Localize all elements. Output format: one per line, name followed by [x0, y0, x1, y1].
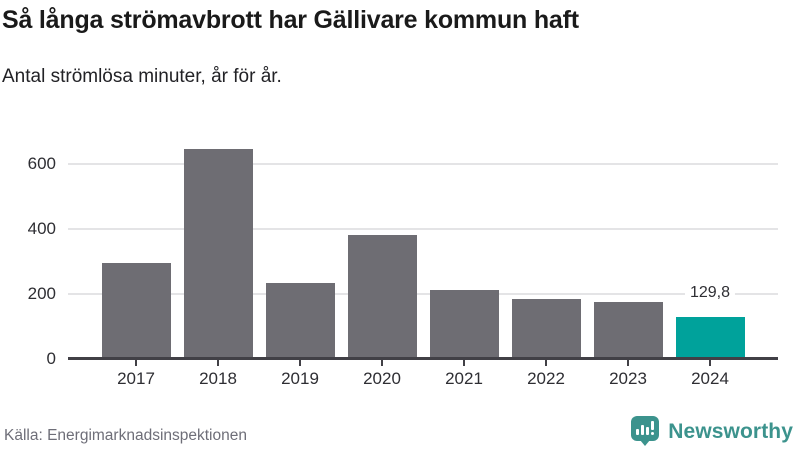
x-axis-tick [463, 360, 465, 366]
gridline-200 [68, 293, 778, 295]
x-axis-tick-label: 2023 [609, 369, 647, 388]
x-axis-tick [545, 360, 547, 366]
bar-2019 [265, 283, 335, 359]
logo-exclamation [651, 421, 655, 430]
brand-name: Newsworthy [668, 420, 793, 443]
x-axis-tick [217, 360, 219, 366]
gridline-400 [68, 228, 778, 230]
logo-bubble [631, 416, 660, 441]
chart-subtitle: Antal strömlösa minuter, år för år. [2, 66, 282, 87]
bar-2018 [183, 149, 253, 359]
x-axis-tick-label: 2018 [199, 369, 237, 388]
logo-exclamation-dot [651, 432, 655, 435]
x-axis-tick-label: 2022 [527, 369, 565, 388]
bar-2017 [101, 263, 171, 359]
bar-2020 [347, 234, 417, 359]
bar-2021 [429, 289, 499, 359]
chart-title: Så långa strömavbrott har Gällivare komm… [2, 6, 579, 34]
x-axis-tick-label: 2024 [691, 369, 729, 388]
y-axis-tick-label: 0 [46, 349, 56, 368]
x-axis-tick-label: 2019 [281, 369, 319, 388]
bar-2022 [511, 299, 581, 359]
x-axis-tick [381, 360, 383, 366]
x-axis-tick [627, 360, 629, 366]
y-axis-tick-label: 400 [27, 219, 56, 238]
x-axis-tick-label: 2021 [445, 369, 483, 388]
x-axis-tick [709, 360, 711, 366]
y-axis-tick-label: 200 [27, 284, 56, 303]
bar-chart-speech-bubble-icon [631, 416, 660, 448]
bar-2023 [593, 301, 663, 359]
data-label: 129,8 [684, 282, 736, 304]
source-note: Källa: Energimarknadsinspektionen [4, 427, 247, 444]
x-axis-tick-label: 2020 [363, 369, 401, 388]
x-axis-tick [299, 360, 301, 366]
bar-2024 [675, 316, 745, 359]
x-axis-line [68, 357, 778, 360]
y-axis-tick-label: 600 [27, 154, 56, 173]
logo-bar-1 [636, 429, 640, 435]
logo-bar-3 [646, 427, 650, 435]
logo-bar-2 [641, 425, 645, 435]
x-axis-tick [135, 360, 137, 366]
gridline-600 [68, 163, 778, 165]
x-axis-tick-label: 2017 [117, 369, 155, 388]
newsworthy-logo: Newsworthy [631, 416, 793, 448]
